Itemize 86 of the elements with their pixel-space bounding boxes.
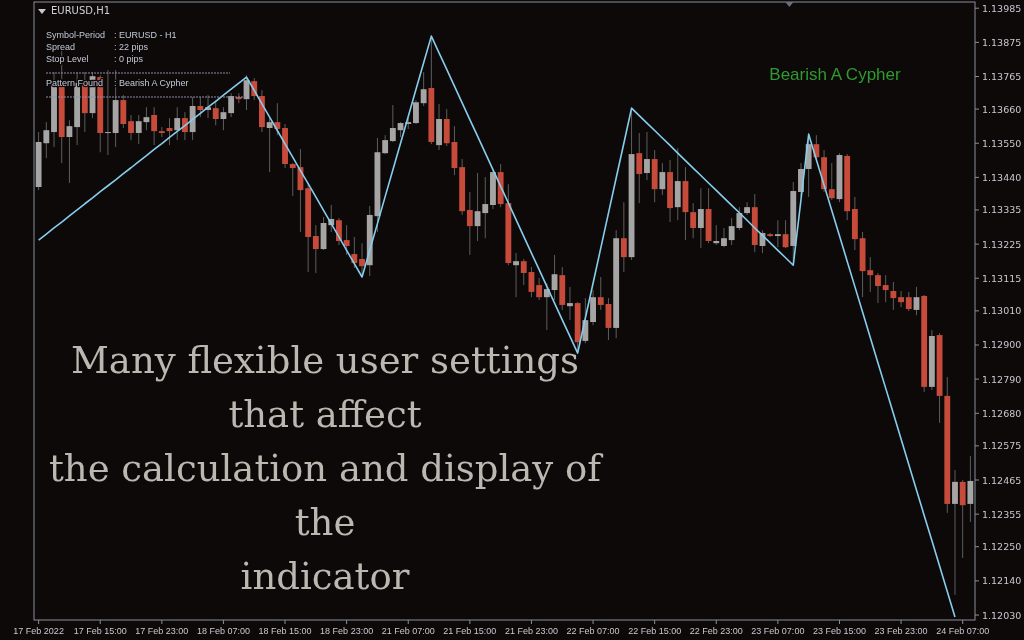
- candlestick: [882, 274, 889, 303]
- y-tick-label: 1.12900: [982, 339, 1022, 351]
- text: Spread : 22 pips: [46, 42, 149, 52]
- y-tick-label: 1.12250: [982, 541, 1022, 553]
- x-tick-label: 18 Feb 15:00: [258, 626, 312, 636]
- candlestick: [721, 227, 727, 248]
- y-tick-label: 1.12140: [982, 575, 1022, 587]
- candlestick: [197, 96, 204, 118]
- x-tick-label: 17 Feb 2022: [13, 626, 64, 636]
- x-tick-label: 18 Feb 07:00: [196, 626, 250, 636]
- candlestick: [659, 162, 666, 196]
- candlestick: [382, 134, 389, 155]
- x-tick-label: 22 Feb 23:00: [689, 626, 743, 636]
- y-tick-label: 1.12355: [982, 508, 1022, 520]
- candlestick: [636, 132, 643, 204]
- y-tick-label: 1.13550: [982, 137, 1022, 149]
- candlestick: [513, 252, 519, 298]
- chart-title: EURUSD,H1: [51, 5, 111, 16]
- candlestick: [289, 162, 296, 197]
- candlestick: [898, 290, 904, 308]
- x-tick-label: 21 Feb 23:00: [504, 626, 558, 636]
- candlestick: [905, 291, 912, 312]
- candlestick: [312, 224, 319, 274]
- x-tick-label: 23 Feb 07:00: [751, 626, 805, 636]
- candlestick: [174, 106, 181, 141]
- candlestick: [867, 256, 874, 293]
- candlestick: [66, 119, 73, 184]
- candlestick: [413, 99, 419, 125]
- candlestick: [744, 201, 750, 216]
- candlestick: [644, 131, 650, 181]
- x-tick-label: 24 Feb 07:00: [936, 626, 990, 636]
- candlestick: [151, 106, 158, 146]
- candlestick: [828, 162, 835, 201]
- candlestick: [266, 117, 273, 173]
- candlestick: [713, 224, 720, 246]
- annotation: Symbol-Period : EURUSD - H1: [46, 30, 177, 40]
- y-tick-label: 1.13660: [982, 103, 1022, 115]
- candlestick: [597, 276, 604, 311]
- x-tick-label: 18 Feb 23:00: [320, 626, 374, 636]
- x-tick-label: 23 Feb 23:00: [874, 626, 928, 636]
- candlestick: [890, 281, 897, 311]
- candlestick: [774, 219, 781, 248]
- x-tick-label: 23 Feb 15:00: [812, 626, 866, 636]
- candlestick: [567, 286, 573, 321]
- x-tick-label: 21 Feb 07:00: [381, 626, 435, 636]
- candlestick: [105, 69, 111, 156]
- candlestick: [228, 92, 235, 118]
- candlestick: [690, 202, 697, 239]
- text: Stop Level : 0 pips: [46, 54, 144, 64]
- annotation: Many flexible user settings that affect the calculation and display of the indicator: [48, 339, 604, 598]
- y-tick-label: 1.12790: [982, 373, 1022, 385]
- candlestick: [875, 272, 881, 304]
- candlestick: [420, 71, 427, 107]
- y-tick-label: 1.13335: [982, 204, 1022, 216]
- candlestick: [466, 191, 473, 256]
- candlestick: [482, 176, 489, 239]
- candlestick: [128, 114, 134, 141]
- x-tick-label: 21 Feb 15:00: [443, 626, 497, 636]
- y-tick-label: 1.13875: [982, 36, 1022, 48]
- y-tick-label: 1.12680: [982, 407, 1022, 419]
- x-tick-label: 22 Feb 15:00: [628, 626, 682, 636]
- candlestick: [343, 224, 350, 256]
- candlestick: [536, 277, 543, 301]
- candlestick: [120, 94, 127, 129]
- y-tick-label: 1.12030: [982, 609, 1022, 621]
- y-tick-label: 1.13440: [982, 171, 1022, 183]
- candlestick: [952, 469, 958, 596]
- candlestick: [520, 258, 527, 286]
- y-tick-label: 1.13225: [982, 238, 1022, 250]
- y-tick-label: 1.12465: [982, 474, 1022, 486]
- candlestick: [620, 201, 627, 273]
- x-tick-label: 17 Feb 23:00: [135, 626, 189, 636]
- candlestick: [389, 104, 396, 143]
- x-tick-label: 22 Feb 07:00: [566, 626, 620, 636]
- y-tick-label: 1.12575: [982, 440, 1022, 452]
- candlestick: [959, 479, 966, 559]
- x-tick-label: 17 Feb 15:00: [73, 626, 127, 636]
- annotation: Bearish A Cypher: [769, 65, 902, 84]
- candlestick: [212, 99, 219, 126]
- y-tick-label: 1.13115: [982, 272, 1022, 284]
- y-tick-label: 1.13010: [982, 305, 1022, 317]
- y-tick-label: 1.13985: [982, 2, 1022, 14]
- y-tick-label: 1.13765: [982, 71, 1022, 82]
- text: Pattern Found : Bearish A Cypher: [46, 78, 189, 88]
- candlestick: [697, 187, 704, 249]
- candlestick: [135, 114, 142, 145]
